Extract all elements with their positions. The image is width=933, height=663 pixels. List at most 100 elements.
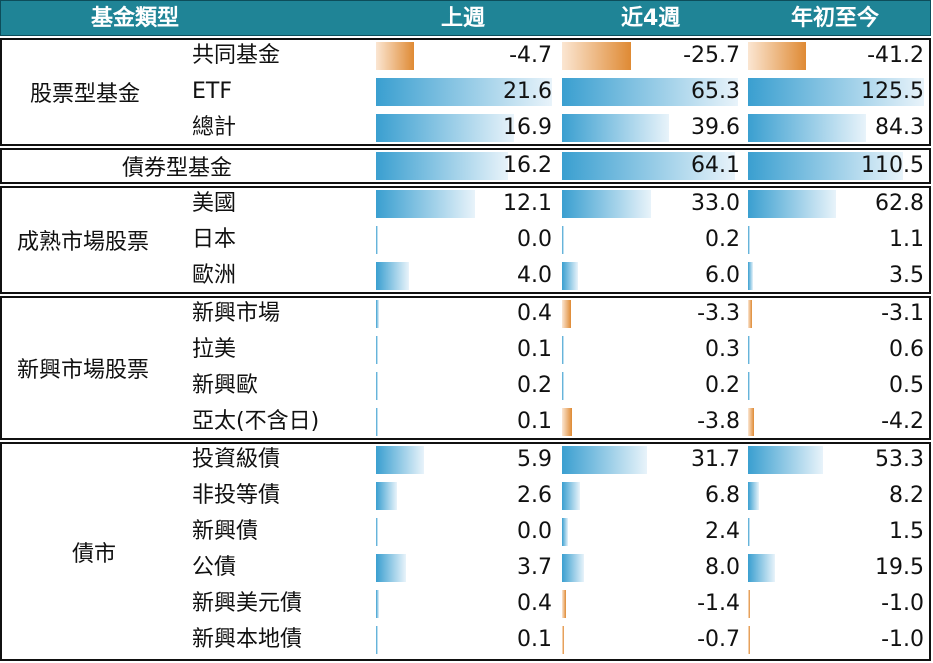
row-label: 美國 (192, 191, 237, 216)
value-bar (748, 42, 806, 70)
value-bar (376, 590, 380, 618)
value-bar (376, 152, 508, 180)
value-bar (562, 300, 571, 328)
value-bar (376, 482, 398, 510)
row-label: 新興市場 (192, 301, 281, 326)
value-cell: 16.9 (503, 115, 552, 140)
value-cell: 65.3 (691, 79, 740, 104)
value-bar (562, 554, 584, 582)
group-label: 債市 (72, 541, 117, 567)
value-cell: 3.7 (517, 555, 552, 580)
value-cell: 0.1 (517, 627, 552, 652)
value-bar (748, 372, 750, 400)
header-category: 基金類型 (91, 6, 180, 31)
group-label: 股票型基金 (30, 82, 141, 107)
value-bar (376, 190, 475, 218)
value-cell: 0.4 (517, 301, 552, 326)
value-cell: 4.0 (517, 263, 552, 288)
value-cell: 8.0 (705, 555, 740, 580)
value-bar (376, 300, 380, 328)
value-cell: 19.5 (875, 555, 924, 580)
value-bar (748, 152, 903, 180)
row-label: 非投等債 (192, 483, 281, 508)
value-bar (562, 114, 669, 142)
value-cell: -0.7 (697, 627, 740, 652)
value-bar (376, 446, 425, 474)
row-label: 日本 (192, 227, 237, 252)
row-label: 新興歐 (192, 373, 259, 398)
group-frame (0, 186, 931, 294)
value-bar (376, 42, 415, 70)
value-bar (562, 590, 566, 618)
value-bar (748, 114, 867, 142)
value-cell: -1.0 (881, 591, 924, 616)
value-cell: 2.4 (705, 519, 740, 544)
value-cell: 0.5 (889, 373, 924, 398)
group-frame (0, 296, 931, 440)
value-bar (562, 482, 581, 510)
value-bar (562, 78, 738, 106)
value-cell: 0.3 (705, 337, 740, 362)
value-bar (562, 152, 735, 180)
group-frame (0, 442, 931, 661)
value-bar (562, 190, 651, 218)
row-label: 總計 (192, 115, 237, 140)
value-bar (748, 336, 750, 364)
row-label: 投資級債 (192, 447, 281, 472)
value-cell: 2.6 (517, 483, 552, 508)
value-bar (376, 408, 378, 436)
value-bar (562, 336, 564, 364)
value-bar (748, 262, 753, 290)
value-bar (562, 262, 579, 290)
value-cell: 0.2 (705, 227, 740, 252)
value-cell: 6.0 (705, 263, 740, 288)
value-cell: 12.1 (503, 191, 552, 216)
value-cell: -4.2 (881, 409, 924, 434)
value-bar (562, 626, 564, 654)
value-cell: 110.5 (861, 153, 924, 178)
value-bar (748, 590, 750, 618)
table-header: 基金類型 上週 近4週 年初至今 (0, 0, 931, 36)
value-bar (748, 626, 750, 654)
value-cell: 62.8 (875, 191, 924, 216)
value-cell: 125.5 (861, 79, 924, 104)
value-cell: 0.0 (517, 227, 552, 252)
row-label: 公債 (192, 555, 237, 580)
value-bar (562, 372, 564, 400)
row-label: 新興美元債 (192, 591, 303, 616)
row-label: 新興債 (192, 519, 259, 544)
value-cell: 0.1 (517, 337, 552, 362)
row-label: 新興本地債 (192, 627, 303, 652)
value-cell: 5.9 (517, 447, 552, 472)
value-cell: 64.1 (691, 153, 740, 178)
value-cell: 1.1 (889, 227, 924, 252)
value-cell: -1.0 (881, 627, 924, 652)
value-cell: 0.4 (517, 591, 552, 616)
group-label: 債券型基金 (122, 156, 233, 181)
value-bar (562, 408, 573, 436)
value-bar (748, 482, 760, 510)
header-ytd: 年初至今 (791, 6, 880, 31)
value-bar (562, 42, 632, 70)
value-bar (376, 518, 378, 546)
row-label: 歐洲 (192, 263, 237, 288)
value-bar (562, 446, 648, 474)
value-cell: 8.2 (889, 483, 924, 508)
value-cell: 1.5 (889, 519, 924, 544)
row-label: 共同基金 (192, 43, 281, 68)
value-cell: 0.2 (517, 373, 552, 398)
value-bar (376, 262, 409, 290)
row-label: 拉美 (192, 337, 237, 362)
value-cell: -25.7 (683, 43, 740, 68)
value-cell: -1.4 (697, 591, 740, 616)
value-bar (376, 626, 378, 654)
value-bar (748, 446, 823, 474)
row-label: 亞太(不含日) (192, 409, 320, 434)
group-label: 成熟市場股票 (17, 230, 150, 255)
value-cell: -3.3 (697, 301, 740, 326)
value-bar (562, 226, 564, 254)
value-bar (748, 226, 750, 254)
value-bar (376, 114, 514, 142)
value-bar (748, 554, 776, 582)
